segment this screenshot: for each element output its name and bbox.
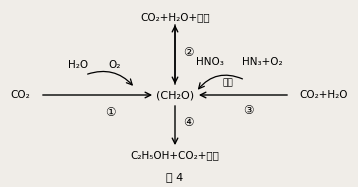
Text: CO₂+H₂O: CO₂+H₂O	[300, 90, 348, 100]
Text: CO₂: CO₂	[10, 90, 30, 100]
Text: (CH₂O): (CH₂O)	[156, 90, 194, 100]
Text: HN₃+O₂: HN₃+O₂	[242, 57, 282, 67]
Text: C₂H₅OH+CO₂+能量: C₂H₅OH+CO₂+能量	[131, 150, 219, 160]
Text: ③: ③	[243, 103, 253, 117]
Text: 能量: 能量	[223, 79, 233, 88]
Text: HNO₃: HNO₃	[196, 57, 224, 67]
Text: ②: ②	[183, 45, 193, 59]
Text: H₂O: H₂O	[68, 60, 88, 70]
Text: 图 4: 图 4	[166, 172, 184, 182]
Text: ④: ④	[183, 116, 193, 128]
Text: CO₂+H₂O+能量: CO₂+H₂O+能量	[140, 12, 210, 22]
Text: O₂: O₂	[109, 60, 121, 70]
Text: ①: ①	[105, 105, 115, 119]
